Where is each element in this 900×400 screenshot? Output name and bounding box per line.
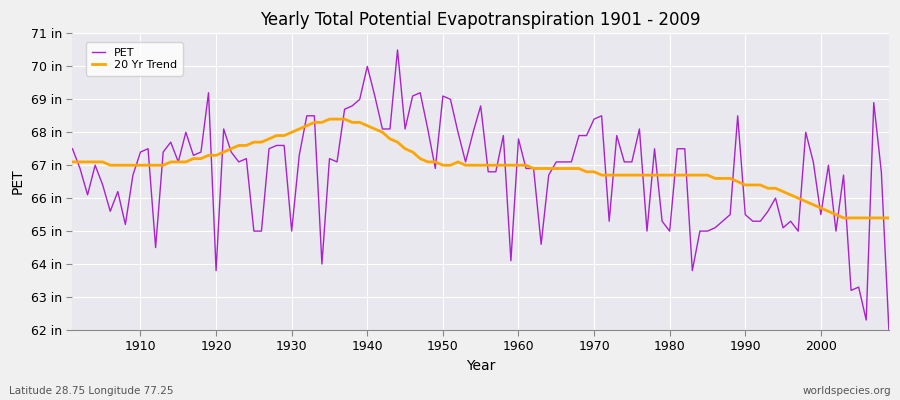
PET	[884, 328, 895, 332]
PET	[293, 153, 304, 158]
20 Yr Trend	[293, 126, 304, 131]
PET	[339, 107, 350, 112]
PET	[611, 133, 622, 138]
20 Yr Trend	[838, 216, 849, 220]
PET	[128, 173, 139, 178]
Title: Yearly Total Potential Evapotranspiration 1901 - 2009: Yearly Total Potential Evapotranspiratio…	[260, 11, 701, 29]
20 Yr Trend	[68, 160, 78, 164]
Text: worldspecies.org: worldspecies.org	[803, 386, 891, 396]
X-axis label: Year: Year	[466, 359, 495, 373]
20 Yr Trend	[884, 216, 895, 220]
20 Yr Trend	[324, 117, 335, 122]
PET	[520, 166, 531, 171]
20 Yr Trend	[128, 163, 139, 168]
Legend: PET, 20 Yr Trend: PET, 20 Yr Trend	[86, 42, 183, 76]
PET	[68, 146, 78, 151]
20 Yr Trend	[611, 173, 622, 178]
PET	[392, 48, 403, 52]
Line: PET: PET	[73, 50, 889, 330]
Y-axis label: PET: PET	[11, 169, 25, 194]
Text: Latitude 28.75 Longitude 77.25: Latitude 28.75 Longitude 77.25	[9, 386, 174, 396]
PET	[513, 136, 524, 141]
20 Yr Trend	[346, 120, 357, 125]
20 Yr Trend	[520, 163, 531, 168]
Line: 20 Yr Trend: 20 Yr Trend	[73, 119, 889, 218]
20 Yr Trend	[513, 163, 524, 168]
